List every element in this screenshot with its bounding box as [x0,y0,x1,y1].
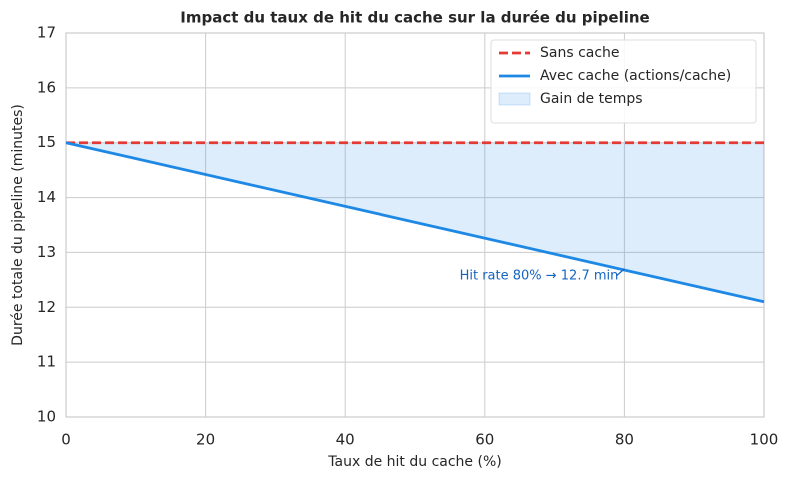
x-tick-label: 0 [61,431,71,449]
annotation-arrow [616,268,625,277]
legend [490,39,757,124]
legend-label: Gain de temps [540,91,643,107]
x-tick-label: 60 [475,431,494,449]
y-tick-label: 12 [37,298,56,316]
y-tick-label: 14 [37,188,56,206]
y-tick-label: 11 [37,353,56,371]
x-tick-label: 80 [615,431,634,449]
y-axis-label: Durée totale du pipeline (minutes) [10,104,26,346]
x-axis-label: Taux de hit du cache (%) [327,454,501,470]
x-tick-label: 40 [336,431,355,449]
series-line [65,141,765,304]
y-tick-label: 15 [37,133,56,151]
x-tick-label: 100 [750,431,779,449]
y-tick-label: 16 [37,78,56,96]
annotation: Hit rate 80% → 12.7 min [460,268,619,283]
y-tick-label: 13 [37,243,56,261]
y-tick-label: 10 [37,408,56,426]
legend-label: Avec cache (actions/cache) [540,68,731,84]
chart-title: Impact du taux de hit du cache sur la du… [180,9,649,27]
y-tick-label: 17 [37,24,56,42]
x-tick-label: 20 [196,431,215,449]
legend-swatch [498,92,531,106]
legend-label: Sans cache [540,45,620,61]
